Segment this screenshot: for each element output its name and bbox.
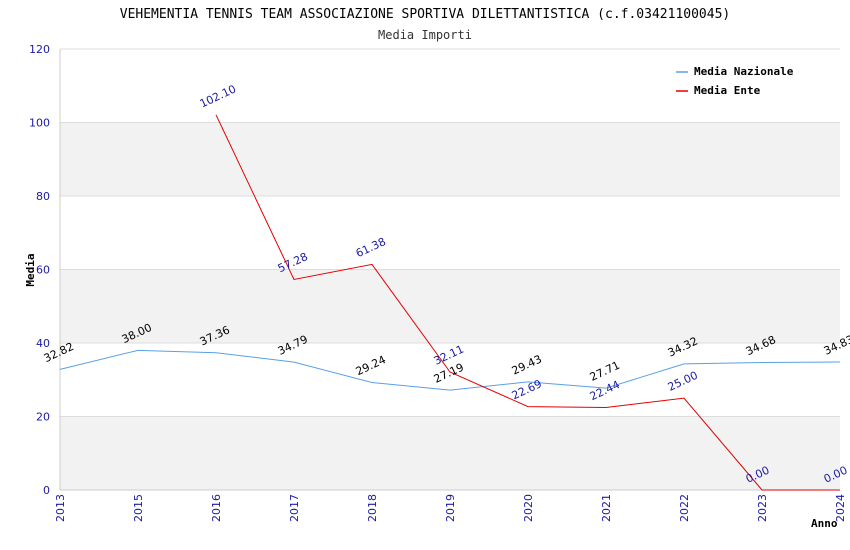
legend: Media Nazionale Media Ente — [669, 60, 809, 101]
data-point-media-nazionale — [449, 389, 452, 392]
x-tick-label: 2016 — [210, 494, 223, 522]
x-axis-label: Anno — [811, 517, 838, 530]
x-tick-label: 2013 — [54, 494, 67, 522]
legend-box — [669, 60, 809, 101]
x-tick-label: 2019 — [444, 494, 457, 522]
y-axis-ticks: 0 20 40 60 80 100 120 — [29, 43, 50, 497]
x-tick-label: 2017 — [288, 494, 301, 522]
y-tick-label: 20 — [36, 411, 50, 424]
legend-label-media-nazionale: Media Nazionale — [694, 65, 794, 78]
x-axis-ticks: 2013 2015 2016 2017 2018 2019 2020 2021 2022 2023… — [54, 494, 847, 522]
data-point-media-ente — [527, 405, 530, 408]
data-point-media-nazionale — [137, 349, 140, 352]
legend-label-media-ente: Media Ente — [694, 84, 761, 97]
y-tick-label: 40 — [36, 337, 50, 350]
y-tick-label: 100 — [29, 117, 50, 130]
x-tick-label: 2022 — [678, 494, 691, 522]
data-point-media-nazionale — [761, 361, 764, 364]
y-tick-label: 80 — [36, 190, 50, 203]
series-line-media-ente — [215, 114, 840, 491]
grid-band — [60, 122, 840, 196]
data-point-media-ente — [839, 489, 842, 492]
x-tick-label: 2020 — [522, 494, 535, 522]
data-point-media-ente — [215, 113, 218, 116]
data-point-media-ente — [683, 397, 686, 400]
x-tick-label: 2015 — [132, 494, 145, 522]
data-point-media-nazionale — [59, 368, 62, 371]
x-tick-label: 2018 — [366, 494, 379, 522]
axes — [59, 49, 840, 491]
data-point-media-nazionale — [293, 361, 296, 364]
y-tick-label: 60 — [36, 264, 50, 277]
grid-band — [60, 343, 840, 417]
data-point-media-nazionale — [683, 362, 686, 365]
x-tick-label: 2024 — [834, 494, 847, 522]
data-point-media-ente — [605, 406, 608, 409]
chart-title: VEHEMENTIA TENNIS TEAM ASSOCIAZIONE SPOR… — [120, 7, 730, 22]
chart-subtitle: Media Importi — [378, 28, 472, 42]
y-tick-label: 120 — [29, 43, 50, 56]
data-point-media-ente — [371, 263, 374, 266]
data-point-media-ente — [293, 278, 296, 281]
series-line-media-nazionale — [59, 349, 841, 391]
x-tick-label: 2021 — [600, 494, 613, 522]
grid-band — [60, 269, 840, 343]
y-axis-label: Media — [24, 253, 37, 286]
data-point-media-nazionale — [839, 360, 842, 363]
grid-band — [60, 196, 840, 270]
series-lines — [59, 113, 842, 492]
data-point-media-nazionale — [371, 381, 374, 384]
data-point-media-ente — [761, 489, 764, 492]
data-point-media-nazionale — [215, 351, 218, 354]
y-tick-label: 0 — [43, 484, 50, 497]
x-tick-label: 2023 — [756, 494, 769, 522]
grid-band — [60, 416, 840, 490]
